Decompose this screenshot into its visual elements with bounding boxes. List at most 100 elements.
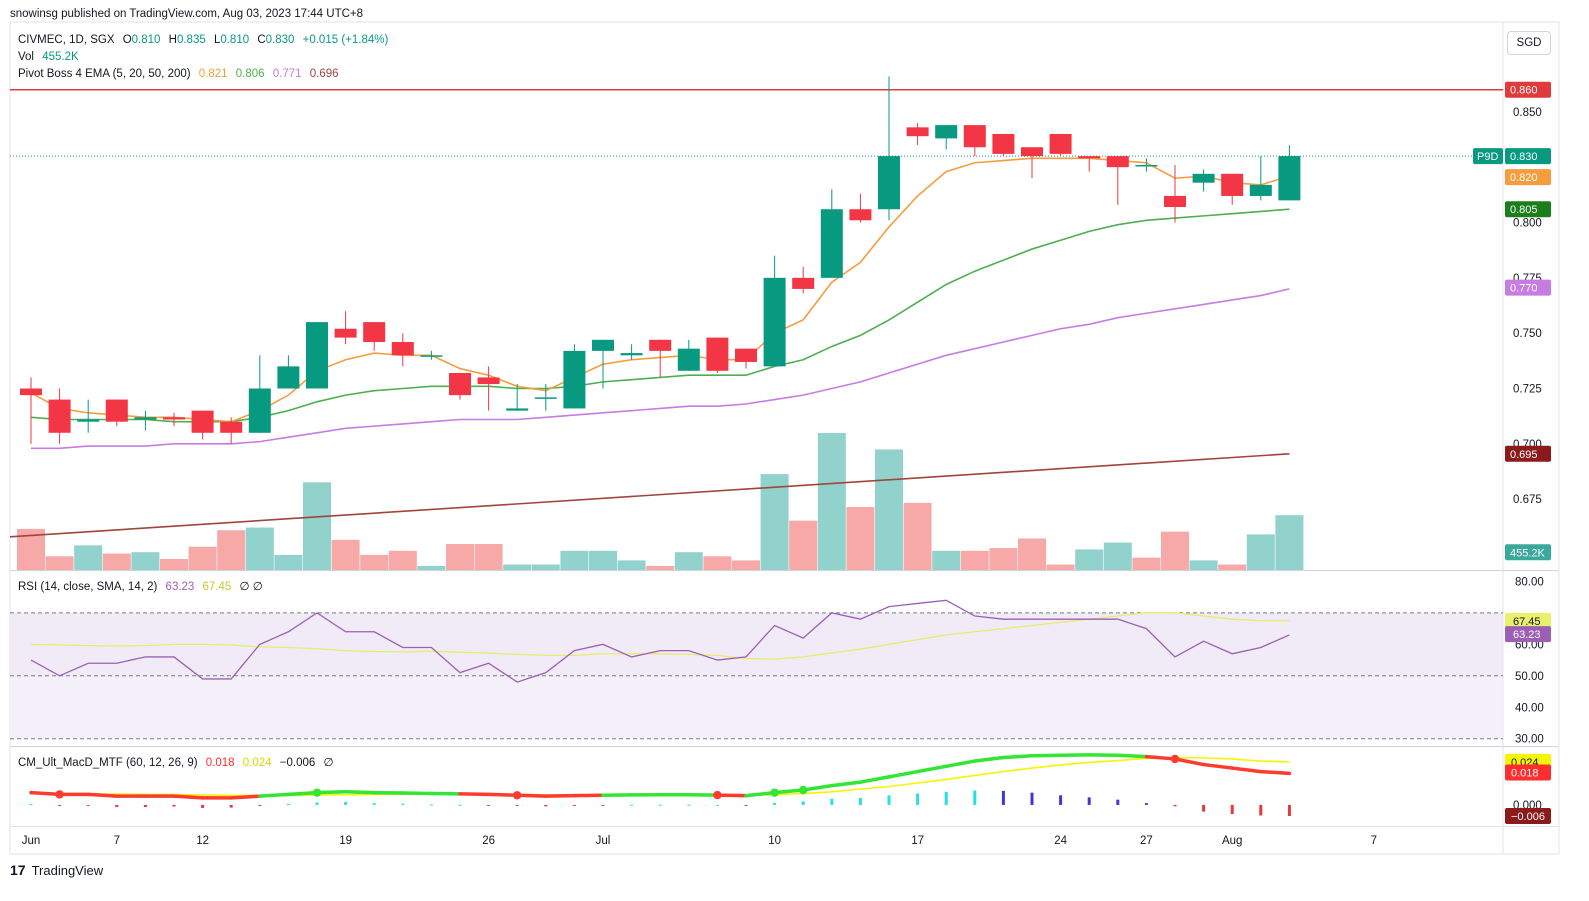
ema20-line (30, 208, 1290, 423)
candle-body (191, 410, 214, 433)
macd-histogram-bar (458, 804, 462, 806)
tradingview-logo-icon: 17 (10, 862, 26, 878)
macd-histogram-bar (1116, 799, 1120, 805)
macd-line-segment (286, 790, 319, 797)
macd-histogram-bar (973, 790, 977, 805)
macd-line-segment (744, 790, 777, 798)
macd-line-segment (486, 792, 519, 798)
price-tag (1505, 148, 1551, 165)
candle-body (134, 417, 157, 420)
macd-label[interactable]: CM_Ult_MacD_MTF (60, 12, 26, 9) (18, 757, 198, 769)
volume-label[interactable]: Vol (18, 51, 34, 63)
volume-bar (875, 449, 903, 570)
volume-bar (446, 543, 474, 570)
volume-bar (674, 552, 703, 570)
currency-button[interactable]: SGD (1507, 31, 1551, 55)
price-axis-label: 0.700 (1513, 439, 1542, 451)
macd-histogram-bar (315, 802, 319, 805)
ema200-value: 0.696 (309, 68, 339, 80)
candle-body (963, 125, 986, 148)
price-axis-label: 0.800 (1513, 218, 1542, 230)
macd-line-segment (973, 755, 1006, 763)
macd-tag (1505, 807, 1551, 824)
candle-body (334, 328, 357, 338)
volume-bar (531, 564, 560, 570)
rsi-axis-label: 40.00 (1515, 702, 1544, 714)
candle-body (20, 388, 42, 396)
rsi-extra: ∅ ∅ (239, 581, 263, 593)
candle-body (763, 277, 786, 367)
macd-line-segment (343, 790, 376, 795)
ema20-value: 0.806 (235, 68, 265, 80)
macd-line-segment (715, 793, 748, 798)
macd-histogram-bar (201, 804, 205, 808)
macd-tag-label: 0.024 (1511, 757, 1539, 769)
rsi-ma-tag (1505, 612, 1551, 629)
candle-body (163, 417, 185, 420)
macd-line-segment (544, 793, 577, 798)
macd-line-segment (229, 794, 262, 800)
volume-bar (1046, 564, 1075, 570)
volume-bar (331, 539, 360, 570)
symbol-label[interactable]: CIVMEC, 1D, SGX (18, 34, 115, 46)
price-tag (1505, 81, 1551, 98)
time-axis-label: 19 (339, 835, 352, 847)
macd-histogram-bar (544, 804, 548, 807)
volume-bar (45, 556, 74, 570)
macd-histogram-bar (1001, 790, 1005, 805)
macd-legend: CM_Ult_MacD_MTF (60, 12, 26, 9) 0.018 0.… (18, 755, 339, 769)
macd-histogram-bar (916, 793, 920, 805)
macd-line-segment (887, 769, 920, 779)
macd-histogram-bar (773, 802, 777, 805)
volume-bar (474, 543, 503, 570)
candle-body (1192, 173, 1215, 183)
candle-body (563, 350, 586, 409)
volume-bar (245, 527, 274, 570)
volume-bar (131, 552, 160, 570)
macd-histogram-bar (429, 804, 433, 806)
time-axis-label: 26 (482, 835, 495, 847)
macd-cross-dot (1170, 754, 1180, 764)
price-tag (1505, 445, 1551, 462)
countdown-tag-label: P9D (1477, 151, 1498, 163)
macd-histogram-bar (58, 804, 62, 806)
rsi-label[interactable]: RSI (14, close, SMA, 14, 2) (18, 581, 158, 593)
volume-bar (102, 553, 131, 570)
volume-bar (1218, 564, 1247, 570)
macd-histogram-bar (687, 804, 691, 806)
volume-bar (160, 559, 188, 570)
macd-histogram-bar (401, 803, 405, 805)
macd-line-segment (401, 791, 434, 796)
macd-histogram-bar (630, 804, 634, 806)
ema-label[interactable]: Pivot Boss 4 EMA (5, 20, 50, 200) (18, 68, 191, 80)
price-axis-label: 0.650 (1513, 550, 1542, 562)
price-tag-label: 0.860 (1510, 85, 1538, 97)
candle-body (735, 348, 757, 362)
macd-line-segment (1144, 754, 1177, 761)
time-axis-label: 24 (1054, 835, 1067, 847)
volume-bar (417, 565, 446, 570)
volume-bar (1275, 515, 1304, 570)
candle-body (706, 337, 729, 371)
rsi-tag (1505, 626, 1551, 643)
macd-histogram-bar (1059, 795, 1063, 805)
candle-body (363, 322, 386, 343)
candle-body (248, 388, 271, 433)
rsi-value: 63.23 (165, 581, 195, 593)
brand-name: TradingView (31, 862, 104, 878)
macd-line-segment (1173, 757, 1206, 767)
candle-body (935, 125, 958, 139)
candle-body (420, 355, 443, 357)
candle-body (1249, 184, 1272, 196)
macd-line-segment (315, 790, 348, 795)
macd-histogram-bar (29, 804, 33, 806)
rsi-axis-label: 60.00 (1515, 639, 1544, 651)
ohlc-high: H0.835 (168, 34, 206, 46)
candle-body (620, 353, 643, 356)
macd-tag-label: 0.018 (1511, 767, 1539, 779)
candle-body (1278, 156, 1301, 201)
candle-body (1049, 133, 1072, 154)
time-axis-label: 12 (196, 835, 209, 847)
volume-bar (617, 560, 646, 570)
volume-bar (274, 554, 303, 570)
